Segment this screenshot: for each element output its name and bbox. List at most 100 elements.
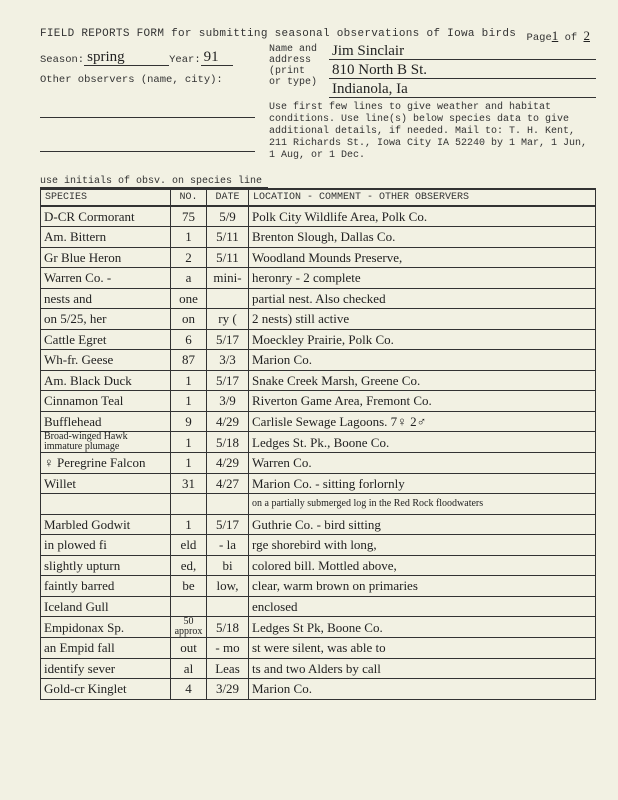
cell[interactable]: Am. Black Duck — [41, 370, 171, 391]
cell[interactable]: 1 — [171, 432, 207, 453]
address-field[interactable]: Indianola, Ia — [329, 82, 596, 98]
cell[interactable]: Woodland Mounds Preserve, — [249, 247, 596, 268]
cell[interactable]: Leas — [207, 658, 249, 679]
cell[interactable]: 75 — [171, 206, 207, 227]
cell[interactable]: Guthrie Co. - bird sitting — [249, 514, 596, 535]
cell[interactable]: 4/27 — [207, 473, 249, 494]
cell[interactable]: be — [171, 576, 207, 597]
cell[interactable]: ry ( — [207, 309, 249, 330]
cell[interactable]: 6 — [171, 329, 207, 350]
season-field[interactable]: spring — [84, 50, 169, 66]
cell[interactable]: Riverton Game Area, Fremont Co. — [249, 391, 596, 412]
cell[interactable]: enclosed — [249, 596, 596, 617]
cell[interactable]: partial nest. Also checked — [249, 288, 596, 309]
cell[interactable]: Carlisle Sewage Lagoons. 7♀ 2♂ — [249, 411, 596, 432]
cell[interactable]: Warren Co. - — [41, 268, 171, 289]
cell[interactable]: ts and two Alders by call — [249, 658, 596, 679]
cell[interactable]: slightly upturn — [41, 555, 171, 576]
cell[interactable]: 4/29 — [207, 453, 249, 474]
cell[interactable]: ♀ Peregrine Falcon — [41, 453, 171, 474]
cell[interactable]: 5/17 — [207, 514, 249, 535]
cell[interactable]: Empidonax Sp. — [41, 617, 171, 638]
cell[interactable]: Gr Blue Heron — [41, 247, 171, 268]
cell[interactable]: - la — [207, 535, 249, 556]
cell[interactable]: one — [171, 288, 207, 309]
cell[interactable]: Broad-winged Hawk immature plumage — [41, 432, 171, 453]
cell[interactable]: on a partially submerged log in the Red … — [249, 494, 596, 515]
cell[interactable]: faintly barred — [41, 576, 171, 597]
cell[interactable] — [171, 596, 207, 617]
cell[interactable]: mini- — [207, 268, 249, 289]
cell[interactable]: al — [171, 658, 207, 679]
cell[interactable]: Ledges St Pk, Boone Co. — [249, 617, 596, 638]
cell[interactable]: 5/11 — [207, 247, 249, 268]
cell[interactable]: Warren Co. — [249, 453, 596, 474]
cell[interactable]: Ledges St. Pk., Boone Co. — [249, 432, 596, 453]
cell[interactable]: 4/29 — [207, 411, 249, 432]
cell[interactable]: eld — [171, 535, 207, 556]
cell[interactable]: 50 approx — [171, 617, 207, 638]
cell[interactable]: 1 — [171, 391, 207, 412]
cell[interactable]: bi — [207, 555, 249, 576]
cell[interactable]: 31 — [171, 473, 207, 494]
cell[interactable]: Moeckley Prairie, Polk Co. — [249, 329, 596, 350]
cell[interactable]: st were silent, was able to — [249, 638, 596, 659]
cell[interactable]: 2 nests) still active — [249, 309, 596, 330]
cell[interactable] — [207, 596, 249, 617]
cell[interactable]: 1 — [171, 453, 207, 474]
cell[interactable]: identify sever — [41, 658, 171, 679]
year-field[interactable]: 91 — [201, 50, 233, 66]
cell[interactable]: in plowed fi — [41, 535, 171, 556]
cell[interactable]: 3/9 — [207, 391, 249, 412]
cell[interactable]: Polk City Wildlife Area, Polk Co. — [249, 206, 596, 227]
cell[interactable]: 5/9 — [207, 206, 249, 227]
cell[interactable]: Brenton Slough, Dallas Co. — [249, 227, 596, 248]
cell[interactable]: out — [171, 638, 207, 659]
cell[interactable]: Willet — [41, 473, 171, 494]
cell[interactable]: D-CR Cormorant — [41, 206, 171, 227]
cell[interactable]: Marion Co. - sitting forlornly — [249, 473, 596, 494]
other-observers-line[interactable] — [40, 136, 255, 152]
cell[interactable]: 4 — [171, 679, 207, 700]
cell[interactable]: 5/17 — [207, 370, 249, 391]
cell[interactable]: Marion Co. — [249, 350, 596, 371]
cell[interactable]: Marion Co. — [249, 679, 596, 700]
cell[interactable] — [41, 494, 171, 515]
cell[interactable]: on — [171, 309, 207, 330]
cell[interactable]: 9 — [171, 411, 207, 432]
name-field[interactable]: Jim Sinclair — [329, 44, 596, 60]
cell[interactable]: 1 — [171, 227, 207, 248]
cell[interactable]: clear, warm brown on primaries — [249, 576, 596, 597]
cell[interactable]: 87 — [171, 350, 207, 371]
cell[interactable]: rge shorebird with long, — [249, 535, 596, 556]
cell[interactable] — [171, 494, 207, 515]
cell[interactable]: 3/3 — [207, 350, 249, 371]
cell[interactable]: 2 — [171, 247, 207, 268]
cell[interactable]: 1 — [171, 370, 207, 391]
cell[interactable]: nests and — [41, 288, 171, 309]
cell[interactable]: low, — [207, 576, 249, 597]
cell[interactable]: heronry - 2 complete — [249, 268, 596, 289]
cell[interactable]: Bufflehead — [41, 411, 171, 432]
cell[interactable]: Wh-fr. Geese — [41, 350, 171, 371]
cell[interactable]: on 5/25, her — [41, 309, 171, 330]
cell[interactable]: colored bill. Mottled above, — [249, 555, 596, 576]
cell[interactable]: an Empid fall — [41, 638, 171, 659]
cell[interactable]: a — [171, 268, 207, 289]
cell[interactable]: Iceland Gull — [41, 596, 171, 617]
cell[interactable]: Snake Creek Marsh, Greene Co. — [249, 370, 596, 391]
cell[interactable]: Am. Bittern — [41, 227, 171, 248]
other-observers-line[interactable] — [40, 102, 255, 118]
cell[interactable]: ed, — [171, 555, 207, 576]
cell[interactable]: 5/18 — [207, 432, 249, 453]
address-field[interactable]: 810 North B St. — [329, 63, 596, 79]
cell[interactable] — [207, 288, 249, 309]
cell[interactable]: Gold-cr Kinglet — [41, 679, 171, 700]
cell[interactable]: - mo — [207, 638, 249, 659]
cell[interactable]: Cinnamon Teal — [41, 391, 171, 412]
cell[interactable]: 3/29 — [207, 679, 249, 700]
cell[interactable]: Cattle Egret — [41, 329, 171, 350]
cell[interactable]: Marbled Godwit — [41, 514, 171, 535]
cell[interactable]: 5/11 — [207, 227, 249, 248]
cell[interactable]: 1 — [171, 514, 207, 535]
